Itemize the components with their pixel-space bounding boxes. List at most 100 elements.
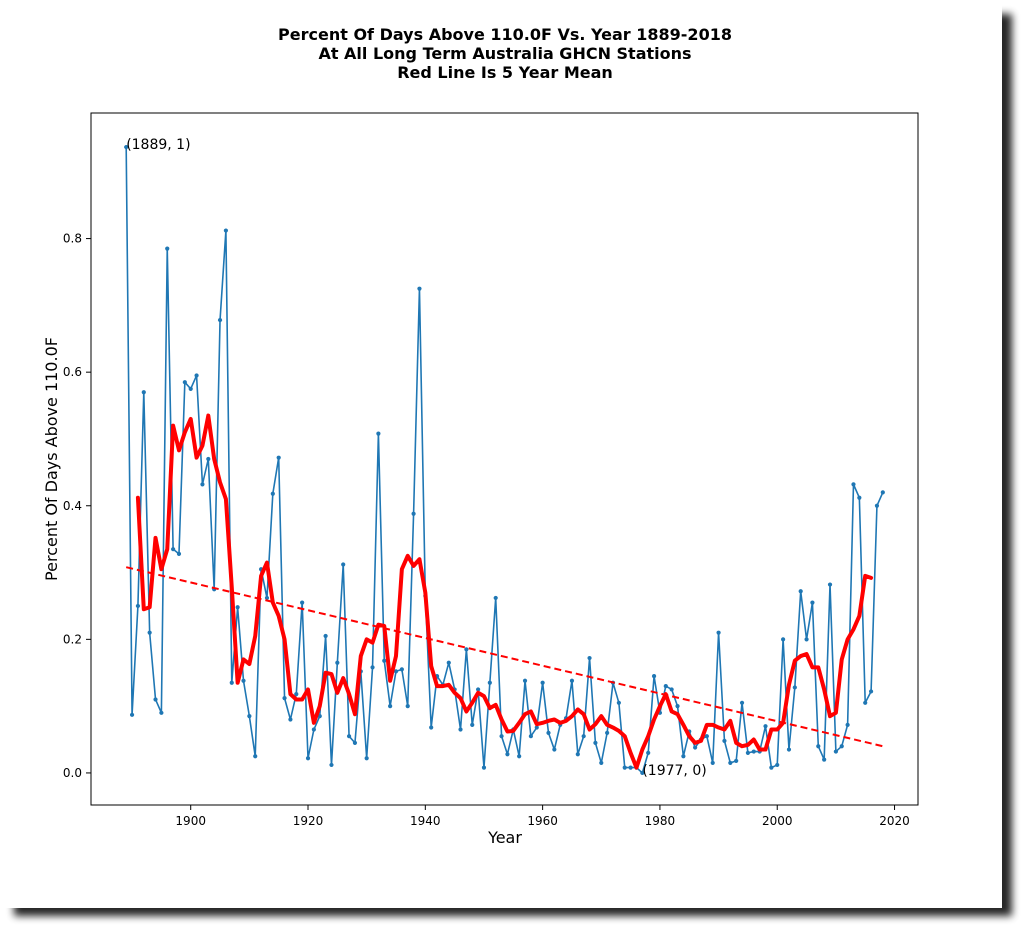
data-point	[540, 680, 545, 685]
data-point	[276, 455, 281, 460]
x-tick-label: 2000	[762, 814, 793, 828]
data-point	[798, 589, 803, 594]
data-point	[147, 630, 152, 635]
data-point	[704, 734, 709, 739]
data-point	[593, 740, 598, 745]
data-point	[628, 765, 633, 770]
data-point	[745, 750, 751, 755]
data-point	[857, 495, 862, 500]
x-axis-label: Year	[487, 828, 522, 847]
title-line-3: Red Line Is 5 Year Mean	[397, 63, 613, 82]
data-point	[845, 722, 850, 727]
data-point	[388, 704, 393, 709]
data-point	[868, 689, 874, 694]
annotation-label: (1977, 0)	[642, 763, 706, 779]
data-point	[552, 747, 557, 752]
data-point	[792, 685, 797, 690]
data-point	[751, 749, 756, 754]
data-point	[352, 740, 358, 745]
plot-frame	[90, 112, 919, 806]
data-point	[616, 700, 621, 705]
data-point	[235, 605, 240, 610]
chart-title: Percent Of Days Above 110.0F Vs. Year 18…	[278, 25, 732, 82]
annotation-label: (1889, 1)	[126, 137, 190, 153]
data-point	[763, 724, 768, 729]
data-point	[129, 712, 135, 717]
data-point	[481, 765, 487, 770]
data-point	[493, 595, 498, 601]
y-tick-label: 0.6	[63, 365, 82, 379]
data-point	[651, 673, 657, 679]
data-point	[335, 660, 340, 665]
data-point	[605, 730, 610, 735]
data-point	[833, 749, 838, 754]
data-point	[417, 286, 422, 291]
data-point	[669, 687, 674, 692]
data-point	[217, 317, 223, 323]
data-point	[188, 386, 193, 391]
data-point	[827, 582, 833, 587]
data-point	[470, 722, 475, 727]
data-point	[165, 246, 170, 251]
x-tick-label: 1960	[527, 814, 558, 828]
data-point	[816, 744, 821, 749]
plot-area: 1900 1920 1940 1960 1980 2000 2020 0.0 0.2 0.4 0.6…	[63, 112, 919, 828]
data-point	[270, 491, 275, 496]
data-point	[382, 658, 387, 663]
data-point	[323, 633, 328, 639]
data-point	[288, 717, 293, 722]
data-point	[693, 745, 698, 750]
x-tick-label: 1900	[175, 814, 206, 828]
data-point	[534, 725, 539, 730]
data-point	[874, 503, 880, 508]
y-tick-label: 0.4	[63, 499, 82, 513]
data-point	[528, 734, 533, 739]
data-point	[294, 692, 299, 697]
data-point	[716, 630, 721, 635]
data-point	[769, 765, 774, 770]
data-point	[300, 600, 305, 605]
title-line-1: Percent Of Days Above 110.0F Vs. Year 18…	[278, 25, 732, 44]
data-point	[429, 725, 434, 730]
data-point	[546, 730, 551, 735]
data-point	[405, 704, 410, 709]
data-point	[399, 667, 404, 672]
data-point	[728, 760, 733, 766]
data-point	[581, 734, 586, 739]
data-point	[364, 756, 369, 761]
data-point	[124, 144, 129, 150]
data-point	[206, 456, 211, 462]
data-point	[681, 754, 686, 759]
data-point	[675, 704, 680, 709]
data-point	[282, 696, 287, 701]
data-point	[393, 669, 399, 674]
data-point	[305, 756, 311, 761]
data-point	[476, 687, 481, 692]
data-point	[810, 600, 815, 605]
data-point	[446, 660, 451, 665]
x-tick-label: 2020	[879, 814, 910, 828]
data-point	[171, 547, 176, 552]
y-tick-label: 0.2	[63, 632, 82, 646]
data-point	[141, 390, 146, 395]
annual-data-line	[125, 147, 884, 774]
y-tick-label: 0.0	[63, 766, 82, 780]
data-point	[458, 727, 463, 732]
data-point	[880, 490, 885, 495]
data-point	[505, 752, 510, 757]
data-point	[464, 647, 469, 652]
data-point	[775, 762, 780, 768]
data-point	[722, 738, 727, 743]
data-point	[863, 700, 868, 705]
data-point	[264, 595, 270, 601]
title-line-2: At All Long Term Australia GHCN Stations	[318, 44, 691, 63]
data-point	[311, 727, 316, 732]
data-point	[223, 228, 229, 233]
data-point	[599, 760, 604, 766]
data-point	[411, 511, 416, 516]
data-point	[646, 750, 651, 755]
data-point	[247, 714, 252, 719]
data-point	[176, 551, 182, 556]
data-point	[640, 770, 645, 776]
